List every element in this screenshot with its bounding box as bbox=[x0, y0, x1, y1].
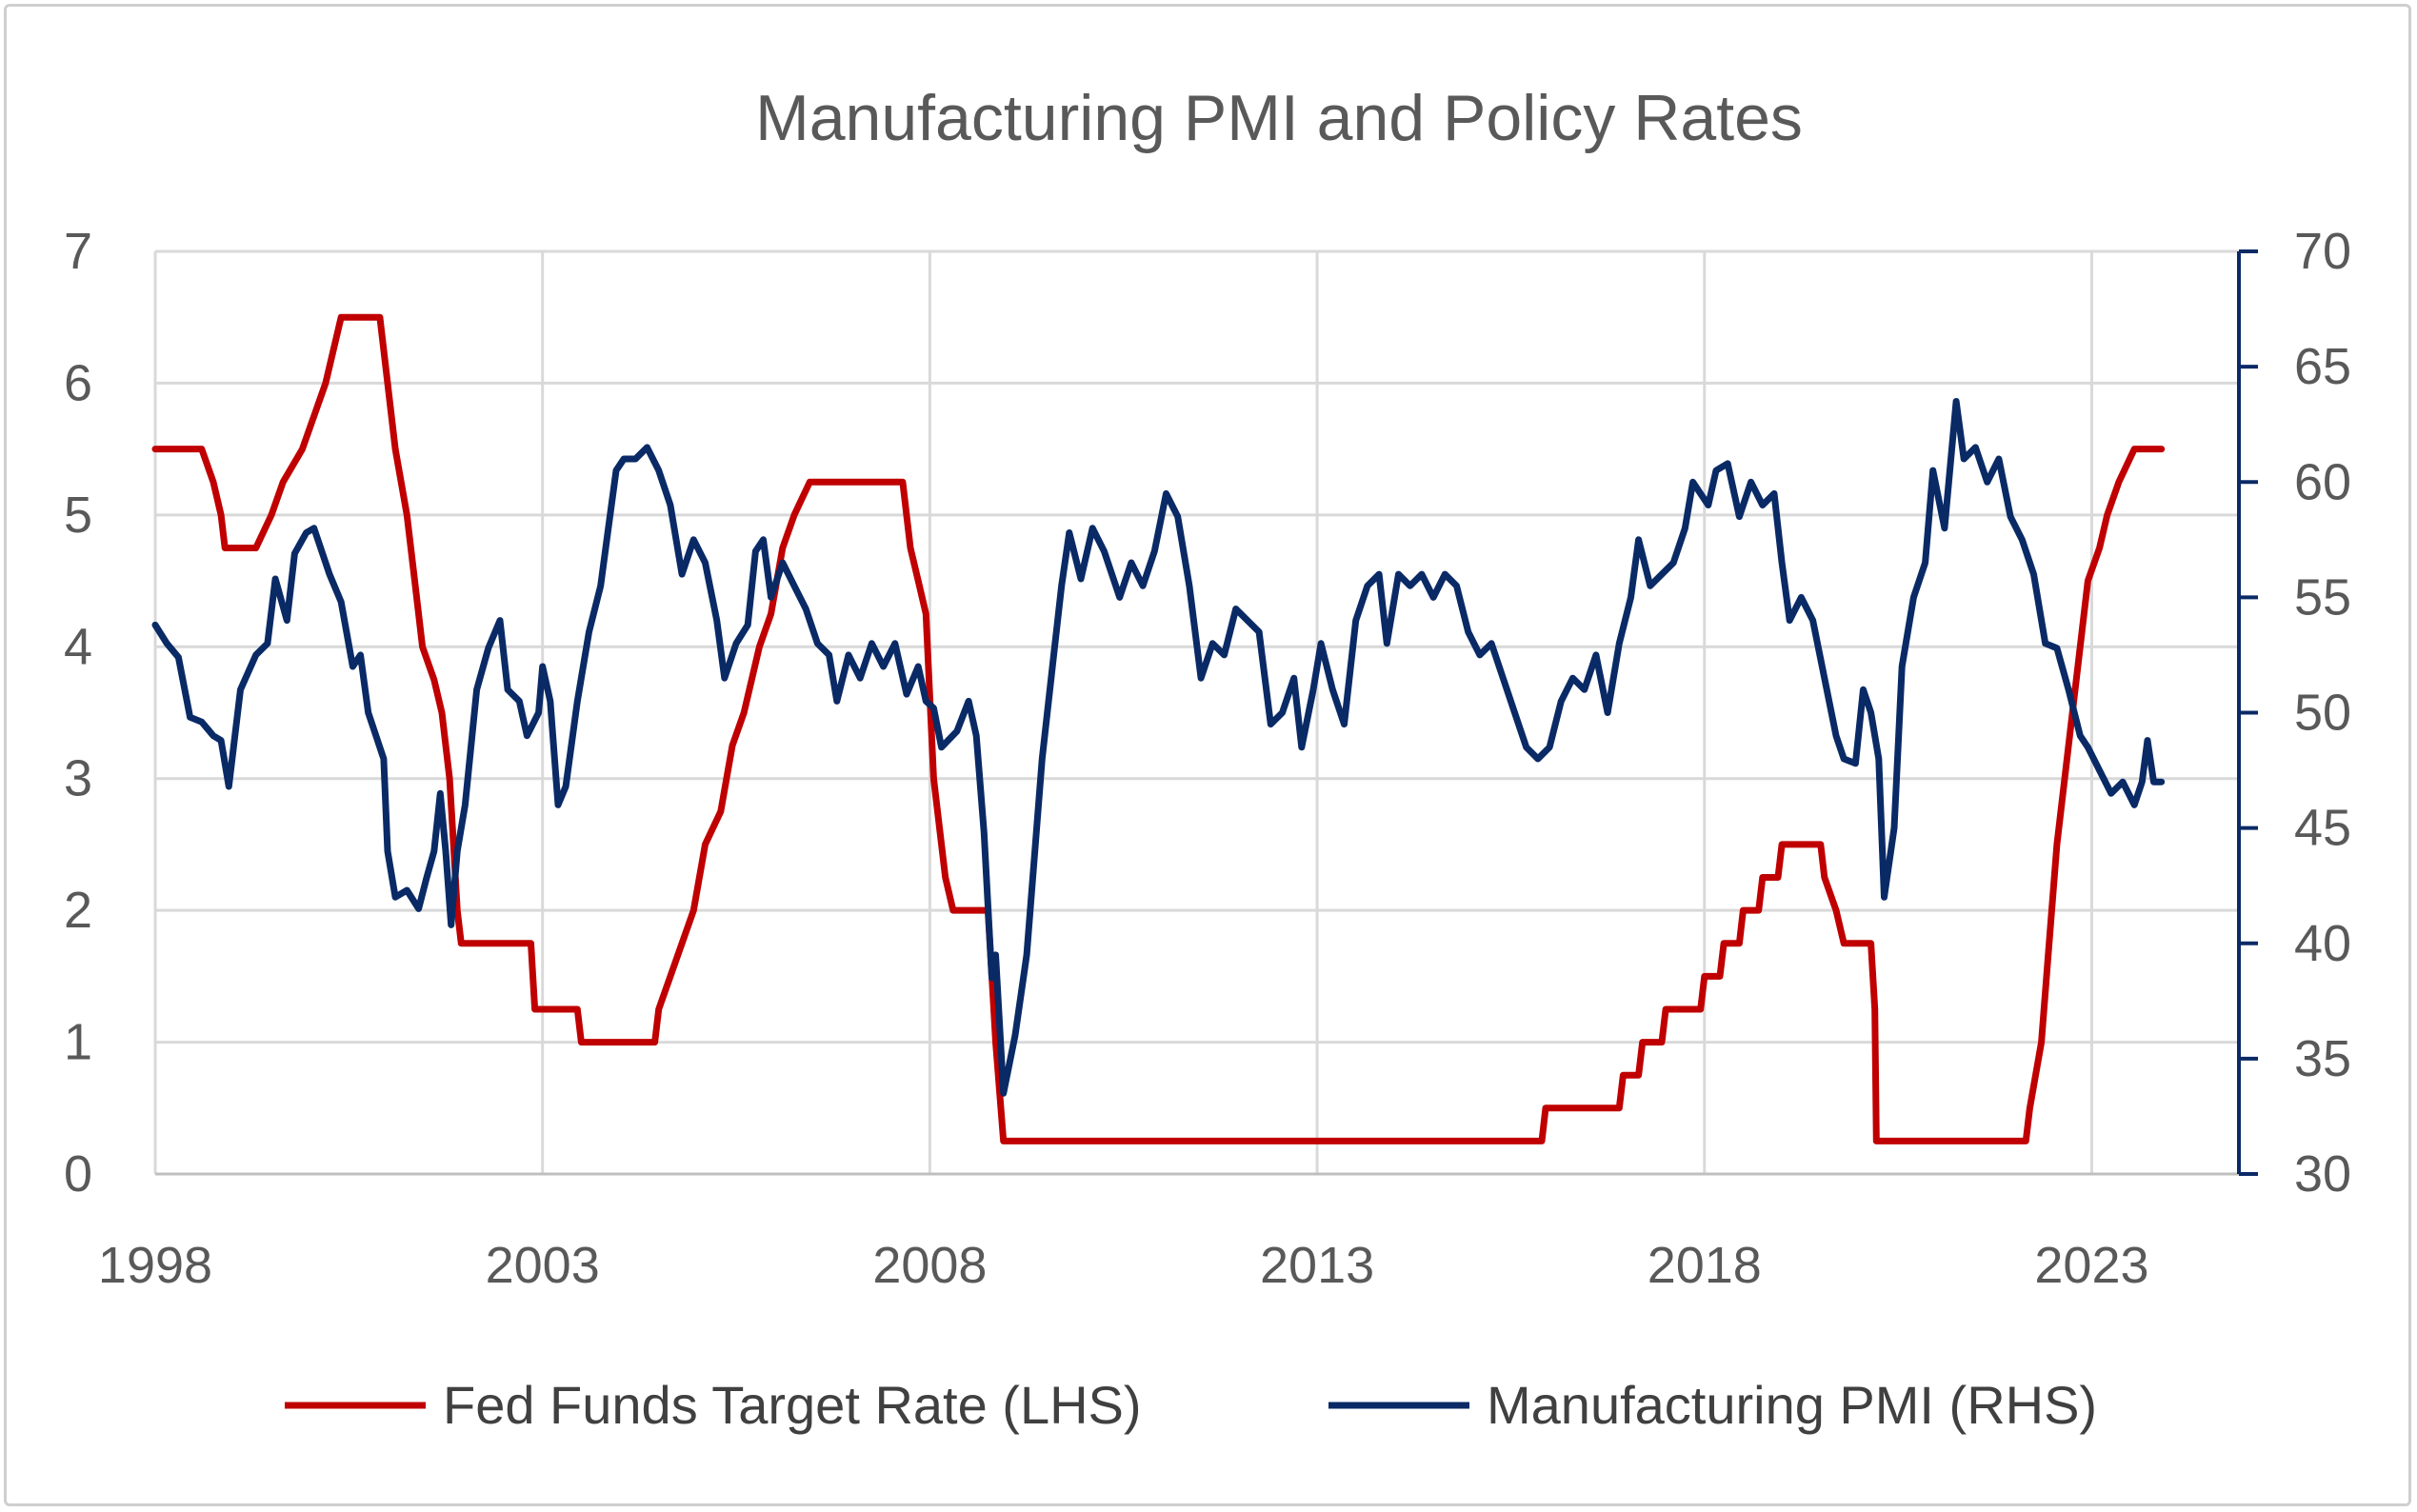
series bbox=[151, 313, 2166, 1144]
y-right-tick-label: 60 bbox=[2294, 453, 2351, 510]
gridlines bbox=[153, 249, 2239, 1176]
y-left-tick-label: 7 bbox=[64, 223, 92, 280]
y-left-tick-label: 6 bbox=[64, 354, 92, 411]
chart-frame: Manufacturing PMI and Policy Rates 0 1 2 3 4… bbox=[4, 4, 2411, 1506]
y-left-tick-label: 2 bbox=[64, 882, 92, 939]
x-tick-label: 2018 bbox=[1648, 1237, 1762, 1294]
y-right-tick-label: 35 bbox=[2294, 1030, 2351, 1087]
y-right-tick-label: 55 bbox=[2294, 568, 2351, 626]
y-left-tick-label: 1 bbox=[64, 1014, 92, 1071]
x-tick-label: 1998 bbox=[98, 1237, 212, 1294]
x-tick-label: 2008 bbox=[872, 1237, 987, 1294]
y-right-tick-label: 30 bbox=[2294, 1145, 2351, 1203]
legend-label-fed-funds: Fed Funds Target Rate (LHS) bbox=[443, 1375, 1142, 1435]
y-right-tick-label: 50 bbox=[2294, 685, 2351, 742]
legend: Fed Funds Target Rate (LHS) Manufacturin… bbox=[285, 1375, 2097, 1435]
y-right-tick-label: 70 bbox=[2294, 223, 2351, 280]
y-left-tick-label: 4 bbox=[64, 618, 92, 675]
series-line-pmi bbox=[151, 398, 2166, 1097]
x-tick-label: 2003 bbox=[486, 1237, 600, 1294]
chart-canvas: Manufacturing PMI and Policy Rates 0 1 2 3 4… bbox=[64, 82, 2351, 1435]
x-tick-label: 2013 bbox=[1260, 1237, 1374, 1294]
x-tick-label: 2023 bbox=[2034, 1237, 2148, 1294]
y-left-tick-label: 0 bbox=[64, 1145, 92, 1203]
legend-label-pmi: Manufacturing PMI (RHS) bbox=[1487, 1375, 2097, 1435]
y-left-tick-label: 5 bbox=[64, 487, 92, 544]
chart-title: Manufacturing PMI and Policy Rates bbox=[755, 82, 1803, 154]
series-line-fed-funds bbox=[151, 313, 2166, 1144]
y-right-tick-label: 45 bbox=[2294, 800, 2351, 857]
y-right-tick-label: 40 bbox=[2294, 915, 2351, 972]
y-left-tick-label: 3 bbox=[64, 750, 92, 807]
y-right-tick-label: 65 bbox=[2294, 338, 2351, 395]
